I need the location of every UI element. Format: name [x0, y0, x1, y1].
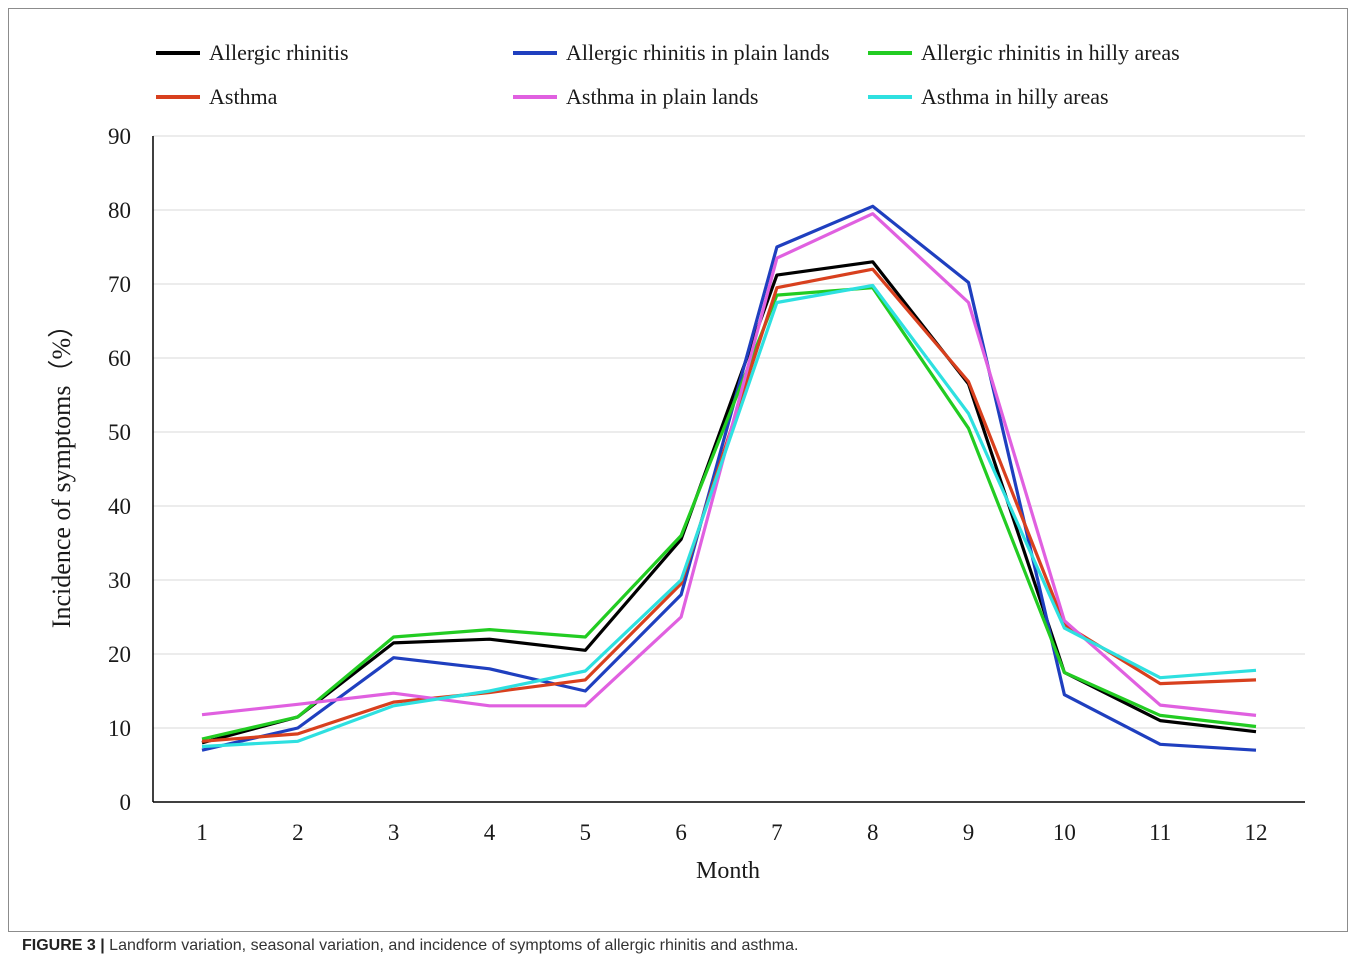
- x-tick-label: 6: [675, 820, 687, 845]
- legend-label: Asthma: [209, 84, 278, 109]
- grid-lines: [153, 135, 1305, 729]
- y-tick-label: 80: [108, 198, 131, 223]
- x-tick-label: 2: [292, 820, 304, 845]
- y-tick-label: 40: [108, 494, 131, 519]
- legend-item: Asthma: [156, 84, 278, 109]
- legend-label: Allergic rhinitis in plain lands: [566, 40, 830, 65]
- x-tick-labels: 1 2 3 4 5 6 7 8 9 10 11 12: [196, 820, 1267, 845]
- figure-frame: [8, 8, 1348, 932]
- series-line-allergic-rhinitis-in-plain-lands: [201, 204, 1257, 752]
- y-axis-label: Incidence of symptoms（%）: [47, 312, 76, 628]
- legend: Allergic rhinitis Allergic rhinitis in pl…: [156, 40, 1180, 109]
- y-tick-label: 50: [108, 420, 131, 445]
- figure-caption: FIGURE 3 | Landform variation, seasonal …: [22, 937, 798, 955]
- x-tick-label: 7: [771, 820, 783, 845]
- series-line-allergic-rhinitis: [201, 260, 1257, 745]
- legend-label: Allergic rhinitis in hilly areas: [921, 40, 1180, 65]
- y-tick-label: 70: [108, 272, 131, 297]
- y-tick-label: 20: [108, 642, 131, 667]
- x-tick-label: 9: [963, 820, 975, 845]
- legend-item: Asthma in plain lands: [513, 84, 758, 109]
- legend-label: Allergic rhinitis: [209, 40, 349, 65]
- x-axis-label: Month: [696, 858, 760, 884]
- series-line-allergic-rhinitis-in-hilly-areas: [201, 286, 1257, 741]
- y-tick-label: 10: [108, 716, 131, 741]
- series-line-asthma-in-plain-lands: [201, 212, 1257, 717]
- legend-item: Allergic rhinitis: [156, 40, 349, 65]
- legend-label: Asthma in plain lands: [566, 84, 758, 109]
- legend-item: Allergic rhinitis in plain lands: [513, 40, 830, 65]
- caption-label: FIGURE 3 |: [22, 937, 105, 954]
- y-tick-label: 0: [120, 790, 132, 815]
- series-lines: [201, 204, 1257, 752]
- x-tick-label: 12: [1245, 820, 1268, 845]
- x-tick-label: 8: [867, 820, 879, 845]
- x-tick-label: 1: [196, 820, 208, 845]
- x-tick-label: 4: [484, 820, 496, 845]
- series-line-asthma-in-hilly-areas: [201, 283, 1257, 749]
- y-tick-label: 30: [108, 568, 131, 593]
- legend-item: Allergic rhinitis in hilly areas: [868, 40, 1180, 65]
- y-tick-labels: 0 10 20 30 40 50 60 70 80 90: [108, 124, 131, 815]
- y-tick-label: 90: [108, 124, 131, 149]
- y-tick-label: 60: [108, 346, 131, 371]
- x-tick-label: 5: [580, 820, 592, 845]
- x-tick-label: 3: [388, 820, 400, 845]
- x-tick-label: 10: [1053, 820, 1076, 845]
- axes: [152, 136, 1305, 803]
- legend-item: Asthma in hilly areas: [868, 84, 1109, 109]
- x-tick-label: 11: [1149, 820, 1171, 845]
- legend-label: Asthma in hilly areas: [921, 84, 1109, 109]
- caption-text: Landform variation, seasonal variation, …: [104, 937, 799, 954]
